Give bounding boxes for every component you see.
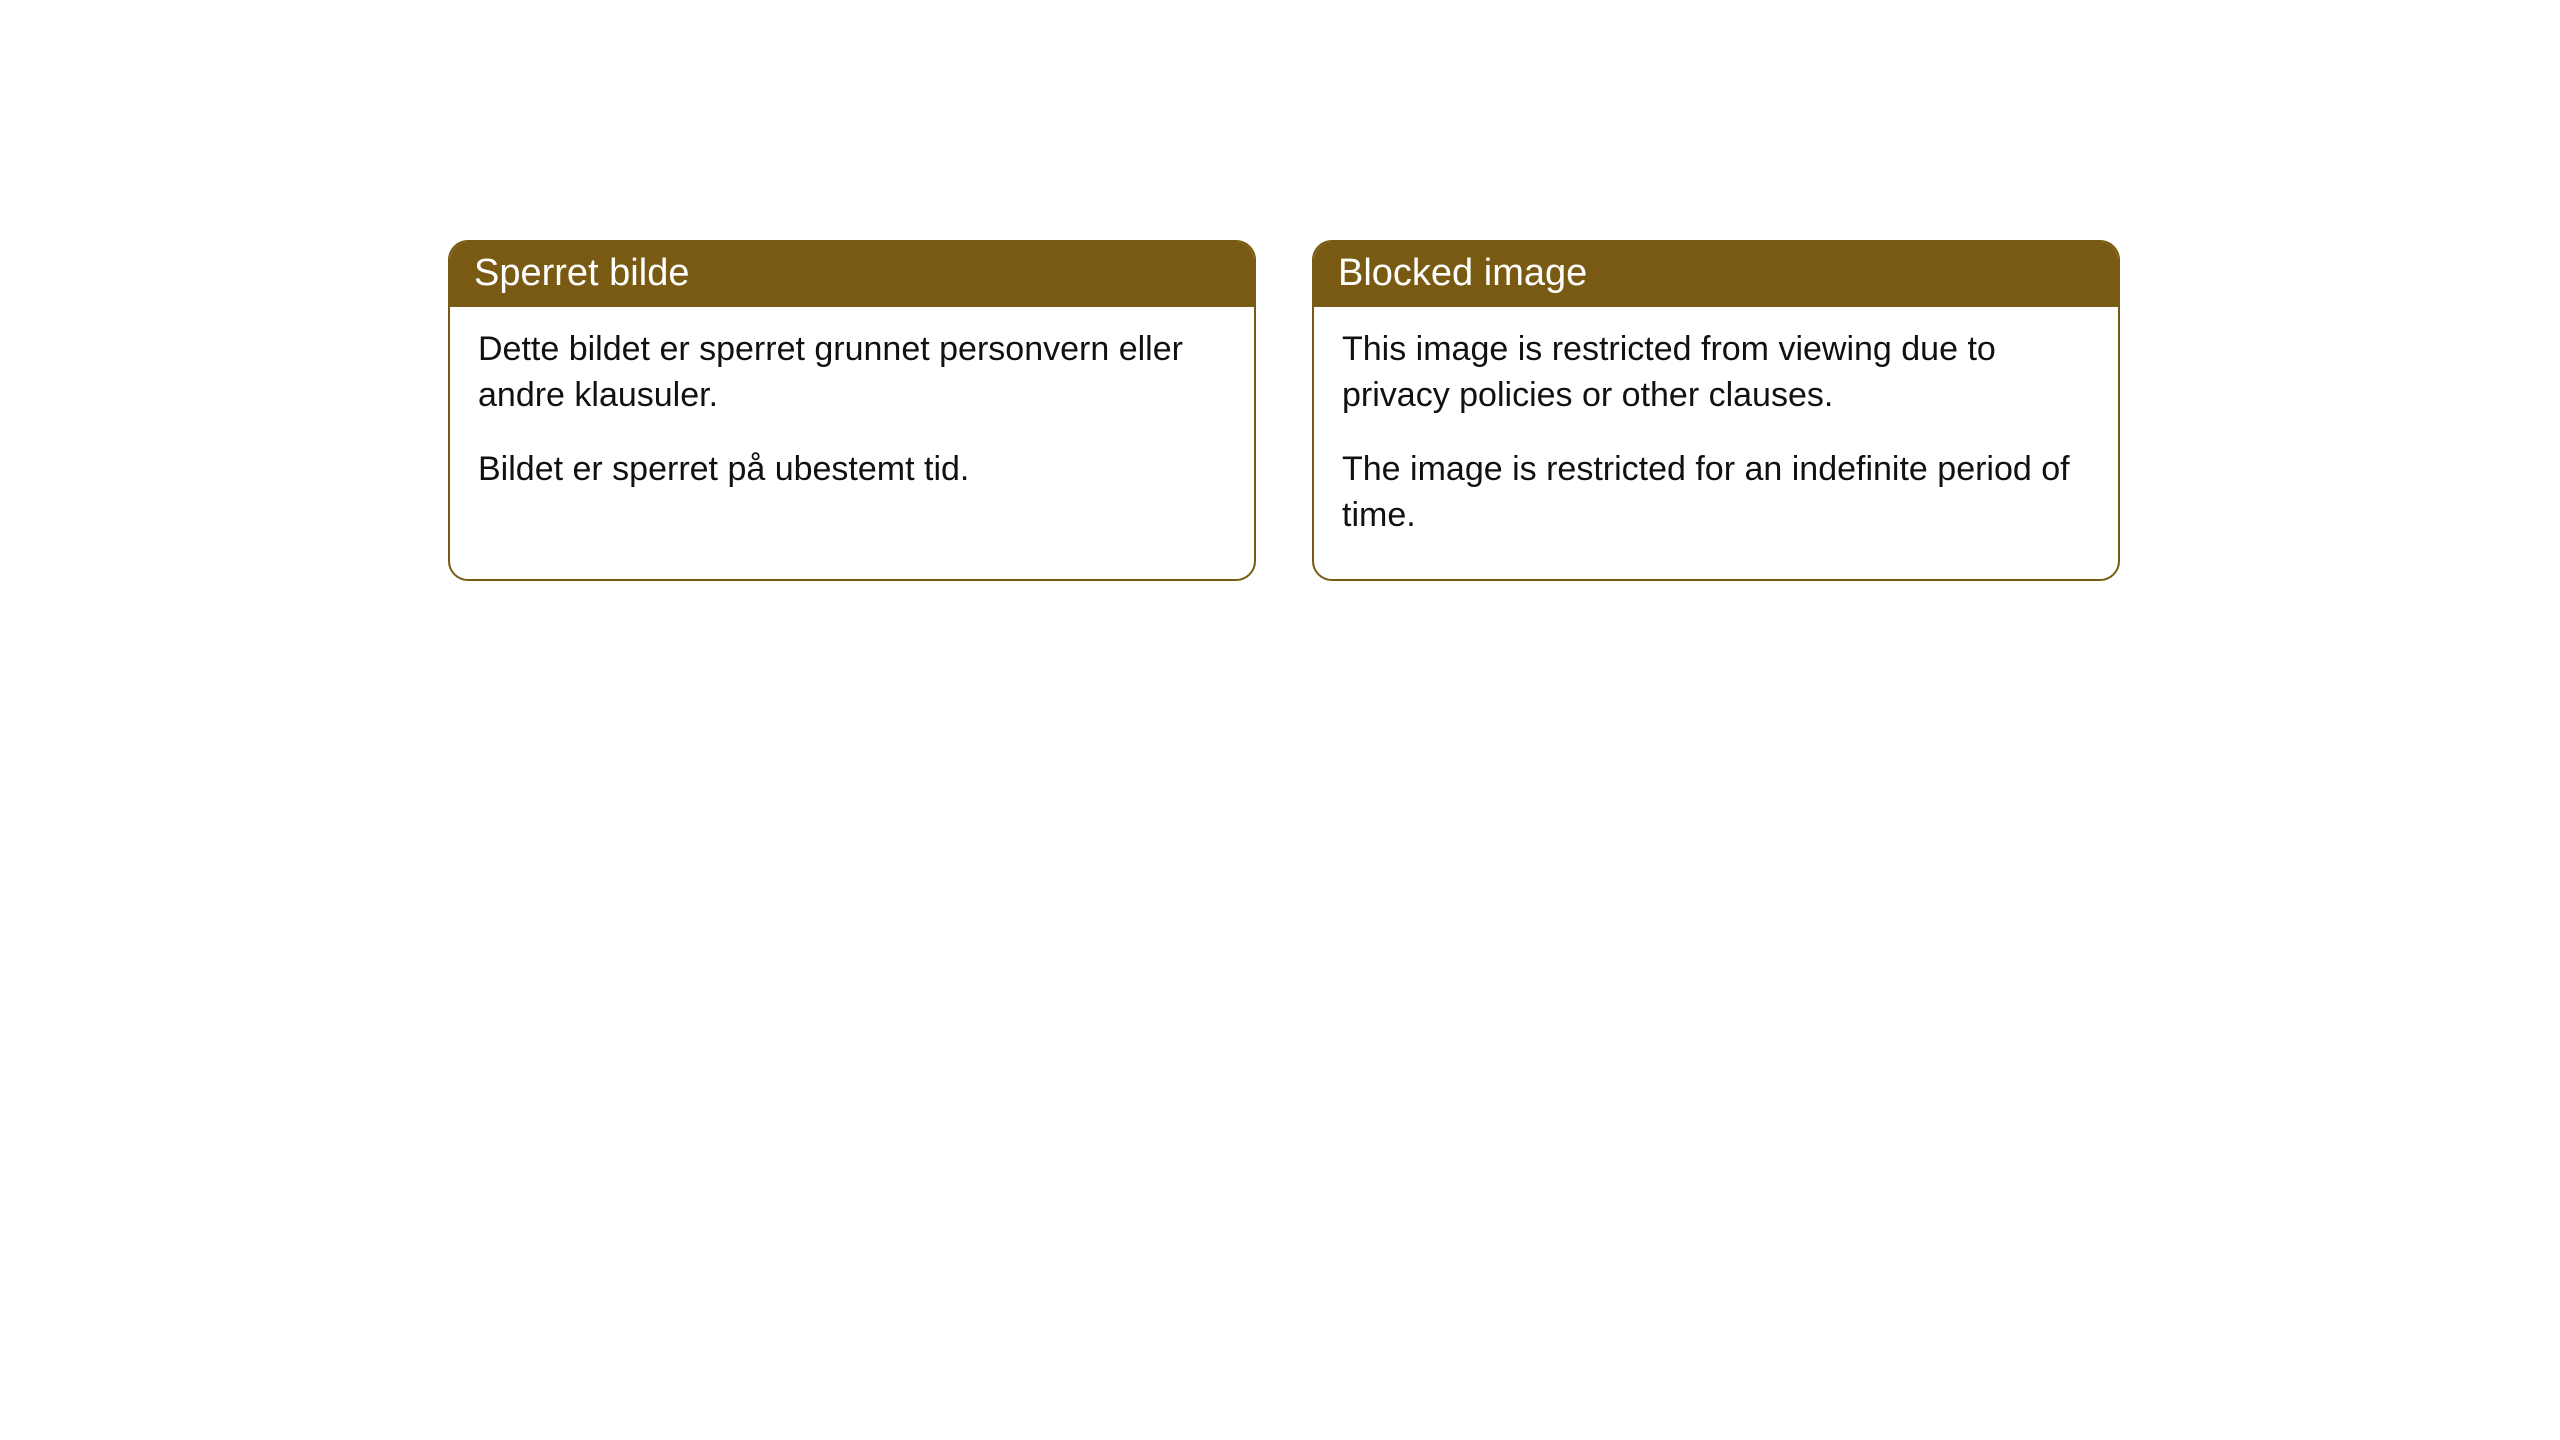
card-para1-no: Dette bildet er sperret grunnet personve… xyxy=(478,327,1226,419)
card-para2-no: Bildet er sperret på ubestemt tid. xyxy=(478,447,1226,493)
blocked-image-card-en: Blocked image This image is restricted f… xyxy=(1312,240,2120,581)
card-header-en: Blocked image xyxy=(1314,242,2118,307)
card-para1-en: This image is restricted from viewing du… xyxy=(1342,327,2090,419)
card-body-no: Dette bildet er sperret grunnet personve… xyxy=(450,307,1254,533)
card-body-en: This image is restricted from viewing du… xyxy=(1314,307,2118,579)
card-header-no: Sperret bilde xyxy=(450,242,1254,307)
cards-container: Sperret bilde Dette bildet er sperret gr… xyxy=(0,0,2560,581)
card-para2-en: The image is restricted for an indefinit… xyxy=(1342,447,2090,539)
blocked-image-card-no: Sperret bilde Dette bildet er sperret gr… xyxy=(448,240,1256,581)
